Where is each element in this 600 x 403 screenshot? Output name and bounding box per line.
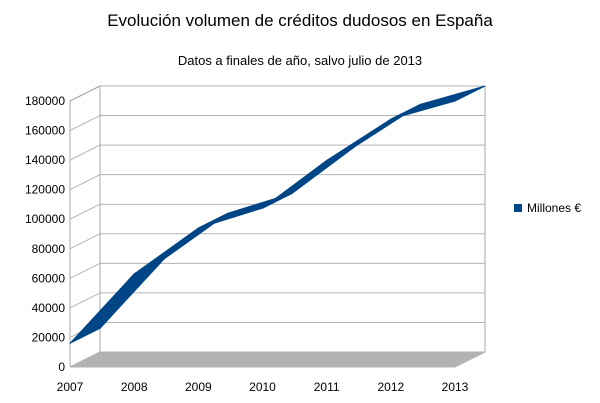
x-tick-label: 2012 (377, 380, 404, 394)
gridline-side (69, 292, 101, 309)
x-tick-label: 2007 (57, 380, 84, 394)
series-segment (390, 85, 486, 120)
legend: Millones € (514, 201, 581, 215)
chart-subtitle: Datos a finales de año, salvo julio de 2… (177, 53, 423, 68)
legend-label: Millones € (527, 201, 582, 215)
x-tick-label: 2011 (314, 380, 340, 394)
y-tick-label: 80000 (32, 242, 66, 256)
gridline-side (69, 233, 101, 250)
chart-title: Evolución volumen de créditos dudosos en… (107, 11, 493, 30)
gridline-side (69, 351, 101, 368)
y-tick-label: 20000 (32, 330, 66, 344)
y-axis-top-edge (69, 85, 101, 102)
x-tick-label: 2009 (185, 380, 212, 394)
series-segment (262, 144, 358, 209)
gridline-side (69, 144, 101, 161)
y-tick-label: 140000 (25, 153, 65, 167)
gridline-side (69, 262, 101, 279)
x-tick-label: 2008 (121, 380, 148, 394)
gridline-side (69, 115, 101, 132)
y-tick-label: 120000 (25, 183, 65, 197)
y-tick-label: 100000 (25, 212, 65, 226)
chart-floor (69, 351, 486, 368)
y-tick-label: 160000 (25, 124, 65, 138)
legend-swatch (514, 204, 522, 212)
y-tick-label: 40000 (32, 301, 66, 315)
x-tick-label: 2010 (249, 380, 276, 394)
gridline-side (69, 203, 101, 220)
y-tick-label: 60000 (32, 271, 66, 285)
y-tick-label: 180000 (25, 94, 65, 108)
gridline-side (69, 174, 101, 191)
y-tick-label: 0 (58, 360, 65, 374)
x-tick-label: 2013 (442, 380, 469, 394)
